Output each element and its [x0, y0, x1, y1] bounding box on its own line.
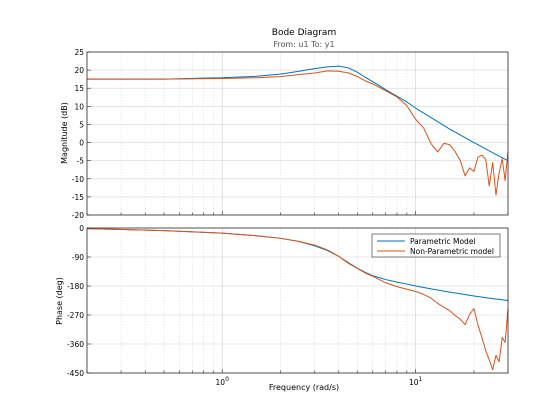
non-parametric-model-line: [86, 228, 509, 371]
parametric-model-line: [87, 65, 509, 162]
phase-ylabel: Phase (deg): [55, 277, 64, 325]
y-tick-label: -450: [67, 369, 84, 378]
magnitude-axes-box: [86, 51, 509, 216]
magnitude-panel: -20 -15 -10 -5 0 5 10 15 20 25 Magnitude (dB): [60, 48, 509, 220]
y-tick-label: -20: [72, 211, 84, 220]
magnitude-series: [87, 65, 509, 196]
chart-title: Bode Diagram: [272, 28, 336, 38]
y-tick-label: -360: [67, 340, 84, 349]
magnitude-y-ticks: -20 -15 -10 -5 0 5 10 15 20 25: [72, 48, 509, 220]
y-tick-label: 0: [79, 139, 84, 148]
legend-label-nonparametric: Non-Parametric model: [410, 247, 494, 256]
y-tick-label: -180: [67, 282, 84, 291]
y-tick-label: -15: [72, 193, 84, 202]
phase-y-ticks: -450 -360 -270 -180 -90 0: [67, 224, 509, 378]
x-tick-label: 100: [216, 376, 230, 387]
y-tick-label: 15: [74, 84, 84, 93]
legend-label-parametric: Parametric Model: [410, 237, 476, 246]
y-tick-label: -90: [72, 253, 84, 262]
legend: Parametric Model Non-Parametric model: [371, 233, 501, 258]
y-tick-label: 20: [74, 66, 84, 75]
x-tick-label: 101: [409, 376, 423, 387]
magnitude-plot-area: [87, 52, 508, 215]
magnitude-ylabel: Magnitude (dB): [60, 102, 69, 164]
x-axis-label: Frequency (rad/s): [269, 383, 339, 392]
y-tick-label: 25: [74, 48, 84, 57]
phase-panel: -450 -360 -270 -180 -90 0 Phase (deg) Paramet…: [55, 224, 509, 378]
phase-axes-box: [86, 227, 509, 374]
y-tick-label: 5: [79, 120, 84, 129]
non-parametric-model-line: [87, 70, 509, 196]
y-tick-label: -10: [72, 175, 84, 184]
phase-series: [86, 228, 509, 371]
y-tick-label: -5: [77, 157, 85, 166]
chart-subtitle: From: u1 To: y1: [273, 40, 334, 49]
y-tick-label: 10: [74, 102, 84, 111]
x-axis-ticks: 100 101: [216, 376, 423, 387]
y-tick-label: -270: [67, 311, 84, 320]
y-tick-label: 0: [79, 224, 84, 233]
